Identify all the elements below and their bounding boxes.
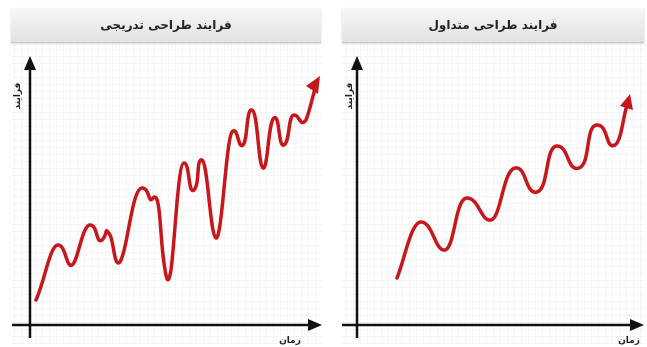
incremental-panel-title: فرایند طراحی تدریجی [11,8,321,43]
incremental-design-panel: فرایند طراحی تدریجی فرایند زمان [11,8,322,346]
x-axis-arrowhead [308,319,322,331]
y-axis-arrowhead [24,56,36,70]
conventional-chart: فرایند زمان [342,44,644,346]
progress-curve-arrowhead [306,76,320,94]
progress-curve [395,103,629,280]
y-axis-label: فرایند [345,82,355,109]
conventional-panel-title: فرایند طراحی متداول [342,8,644,43]
x-axis-label: زمان [279,336,301,346]
y-axis-arrowhead [351,56,363,70]
incremental-chart: فرایند زمان [12,44,322,346]
progress-curve-arrowhead [620,94,633,110]
grid-background [12,44,322,344]
progress-curve [34,83,318,302]
x-axis-arrowhead [630,319,644,331]
conventional-design-panel: فرایند طراحی متداول فرایند زمان [339,0,647,347]
grid-background [342,44,644,344]
x-axis-label: زمان [618,336,640,346]
y-axis-label: فرایند [13,82,23,109]
